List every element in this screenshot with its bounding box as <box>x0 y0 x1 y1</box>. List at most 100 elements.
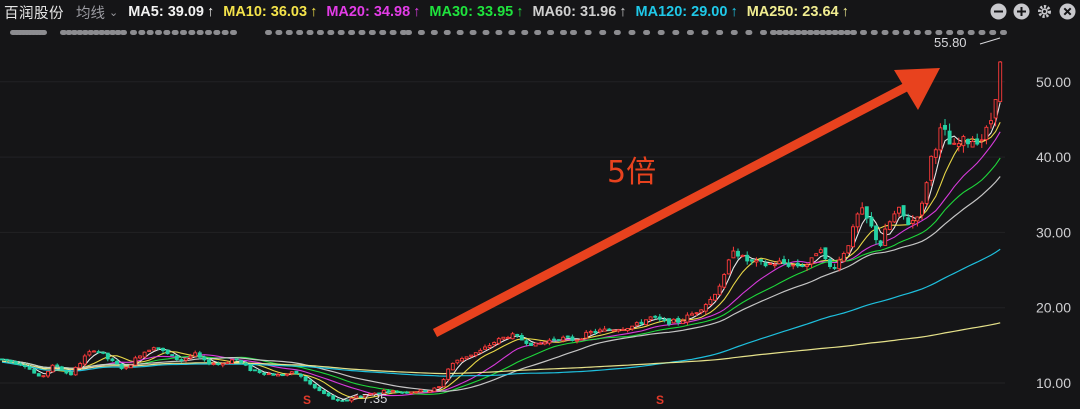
event-marker <box>92 30 100 35</box>
candle-body <box>593 330 598 334</box>
event-marker <box>913 30 921 35</box>
event-marker <box>327 30 335 35</box>
event-marker <box>81 30 89 35</box>
candle-body <box>731 250 736 259</box>
candle-body <box>708 298 713 305</box>
ma-line-ma20 <box>1 131 1001 397</box>
price-chart: 50.00 40.00 30.00 20.00 10.00 5倍 55.80 7.35 S S <box>0 30 1071 407</box>
candle-body <box>18 363 23 366</box>
candle-body <box>460 358 464 362</box>
candle-body <box>289 371 294 374</box>
event-marker <box>806 30 814 35</box>
candle-body <box>933 149 938 158</box>
event-marker <box>306 30 314 35</box>
event-marker <box>860 30 867 35</box>
ma-legend-item[interactable]: MA20: 34.98 ↑ <box>326 4 420 20</box>
event-marker <box>296 30 304 35</box>
event-marker <box>831 30 839 35</box>
candle-body <box>473 352 478 356</box>
chevron-down-icon[interactable]: ⌄ <box>109 6 119 19</box>
ma-legend-label: MA120: 29.00 <box>635 4 728 20</box>
event-marker <box>171 30 179 35</box>
ma-legend-label: MA250: 23.64 <box>746 4 839 20</box>
candle-body <box>354 395 359 399</box>
event-marker <box>120 30 127 35</box>
candle-body <box>105 352 110 360</box>
candle-body <box>634 322 639 326</box>
event-marker <box>114 30 122 35</box>
candle-body <box>851 226 855 248</box>
candle-body <box>754 259 759 263</box>
candle-body <box>970 141 975 148</box>
up-arrow-icon: ↑ <box>516 4 524 20</box>
event-marker <box>760 30 767 35</box>
trend-arrow-shaft <box>432 82 911 337</box>
candle-body <box>492 342 497 346</box>
ma-legend-label: MA5: 39.09 <box>128 4 204 20</box>
event-markers-row <box>10 30 1007 35</box>
event-marker <box>163 30 171 35</box>
ma-legend-item[interactable]: MA120: 29.00 ↑ <box>636 4 738 20</box>
candle-body <box>869 216 874 227</box>
ma-legend-label: MA20: 34.98 <box>326 4 411 20</box>
candle-body <box>46 370 50 377</box>
max-price-pointer <box>979 37 1001 45</box>
candle-body <box>174 355 179 360</box>
ma-legend-item[interactable]: MA30: 33.95 ↑ <box>429 4 523 20</box>
candle-body <box>335 399 340 401</box>
candle-body <box>368 393 372 396</box>
stock-name[interactable]: 百润股份 <box>4 5 64 22</box>
event-marker <box>850 30 857 35</box>
ma-legend: MA5: 39.09 ↑ MA10: 36.03 ↑ MA20: 34.98 ↑ MA30:… <box>128 4 858 20</box>
candle-body <box>653 315 658 318</box>
candle-body <box>979 139 984 142</box>
event-marker <box>379 30 387 35</box>
candle-body <box>832 266 837 269</box>
indicator-mode-selector[interactable]: 均线 <box>76 5 105 22</box>
candle-body <box>101 351 106 354</box>
event-marker <box>776 30 784 35</box>
close-icon[interactable] <box>1059 3 1076 20</box>
ma-legend-item[interactable]: MA5: 39.09 ↑ <box>128 4 214 20</box>
event-marker <box>316 30 324 35</box>
axis-tick-label: 30.00 <box>1036 224 1071 240</box>
event-marker <box>230 30 237 35</box>
event-marker <box>956 30 964 35</box>
candle-body <box>78 363 83 369</box>
ma-legend-item[interactable]: MA60: 31.96 ↑ <box>532 4 626 20</box>
ma-legend-item[interactable]: MA250: 23.64 ↑ <box>747 4 849 20</box>
event-marker <box>285 30 293 35</box>
zoom-out-icon[interactable] <box>990 3 1007 20</box>
sell-signal-mark: S <box>303 393 311 407</box>
candle-body <box>515 334 520 337</box>
candle-body <box>671 318 676 324</box>
event-marker <box>358 30 366 35</box>
event-marker <box>430 30 438 35</box>
candle-body <box>644 319 648 326</box>
event-marker <box>337 30 345 35</box>
event-marker <box>534 30 542 35</box>
candle-body <box>326 392 331 397</box>
candle-body <box>795 262 800 267</box>
ma-legend-label: MA30: 33.95 <box>429 4 514 20</box>
event-marker <box>469 30 477 35</box>
event-marker <box>400 30 407 35</box>
ma-legend-item[interactable]: MA10: 36.03 ↑ <box>223 4 317 20</box>
event-marker <box>547 30 555 35</box>
candle-body <box>694 312 699 315</box>
candle-body <box>197 352 202 358</box>
candle-body <box>722 274 727 288</box>
candle-body <box>763 262 768 267</box>
candle-body <box>768 263 773 265</box>
candle-body <box>216 363 221 366</box>
candle-body <box>975 138 980 145</box>
candle-body <box>947 130 952 145</box>
ma-legend-label: MA10: 36.03 <box>223 4 308 20</box>
candle-body <box>501 336 506 340</box>
event-marker <box>196 30 204 35</box>
candle-body <box>386 390 391 393</box>
gear-icon[interactable] <box>1036 3 1053 20</box>
event-marker <box>417 30 425 35</box>
zoom-in-icon[interactable] <box>1013 3 1030 20</box>
candle-body <box>855 213 860 228</box>
